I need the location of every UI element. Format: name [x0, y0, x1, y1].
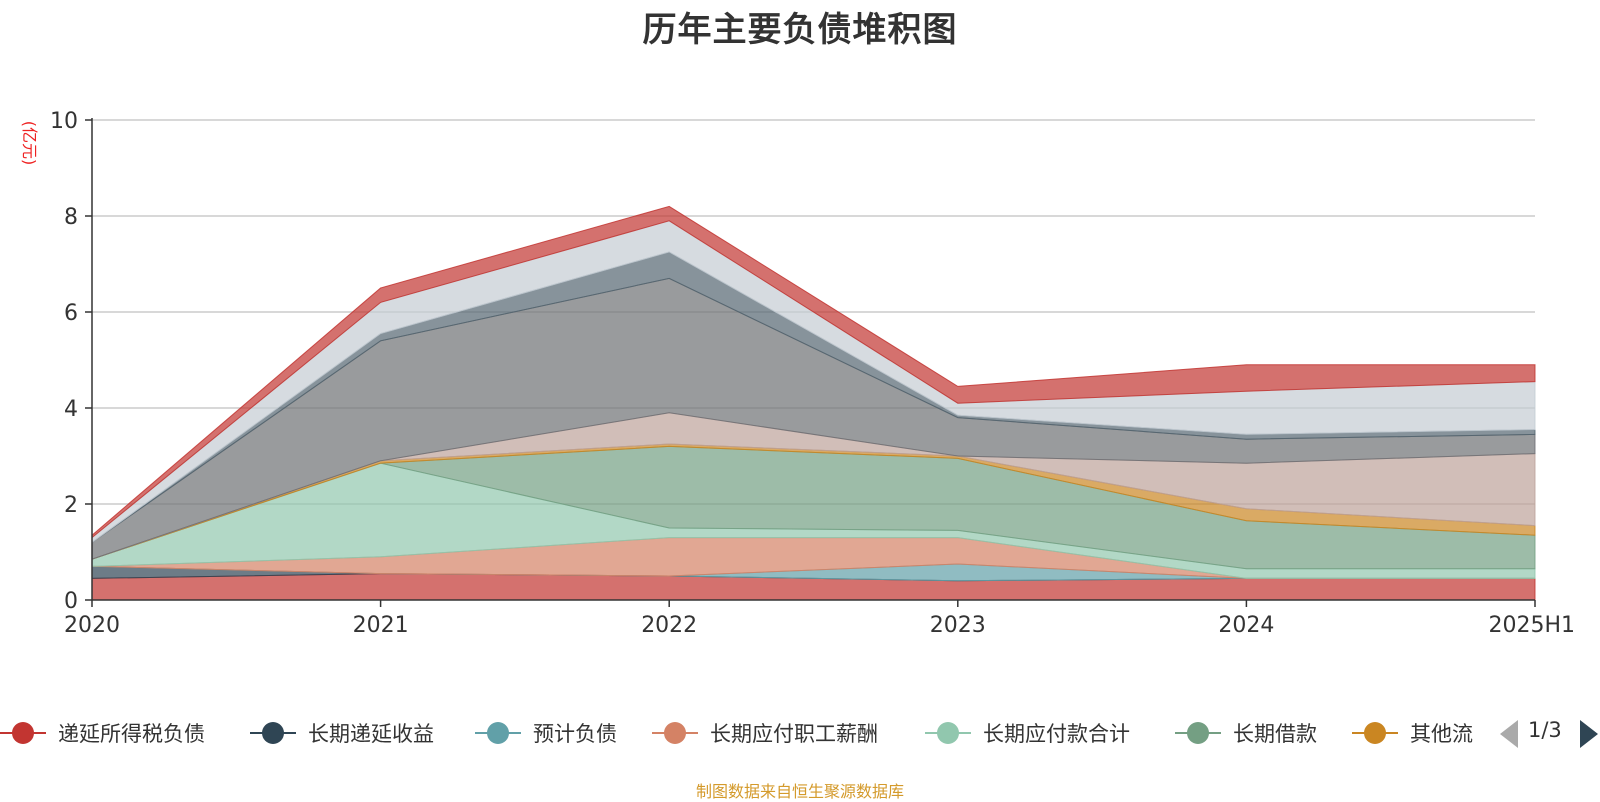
y-tick-label: 2 — [64, 493, 78, 518]
legend-item[interactable]: 其他流 — [1352, 716, 1473, 750]
x-tick-label: 2020 — [64, 613, 120, 638]
x-tick-label: 2023 — [930, 613, 986, 638]
legend-prev-page-icon[interactable] — [1500, 720, 1518, 748]
legend-item[interactable]: 递延所得税负债 — [0, 716, 205, 750]
y-tick-label: 8 — [64, 205, 78, 230]
y-tick-label: 4 — [64, 397, 78, 422]
legend: 递延所得税负债 长期递延收益 预计负债 长期应付职工薪酬 长期应付款合计 长期借款 其他流 — [0, 716, 1600, 750]
legend-item[interactable]: 长期应付职工薪酬 — [652, 716, 878, 750]
chart-title: 历年主要负债堆积图 — [642, 10, 958, 50]
area-series — [91, 205, 1536, 539]
axes: 0 2 4 6 8 10 2020 2021 2022 2023 2024 2025H1 — [50, 109, 1575, 638]
legend-marker-icon — [652, 716, 698, 750]
legend-label: 递延所得税负债 — [58, 722, 205, 746]
legend-label: 预计负债 — [533, 722, 617, 746]
legend-item[interactable]: 预计负债 — [475, 716, 617, 750]
legend-label: 长期借款 — [1233, 722, 1317, 746]
legend-marker-icon — [0, 716, 46, 750]
legend-label: 长期应付职工薪酬 — [710, 722, 878, 746]
y-tick-label: 0 — [64, 589, 78, 614]
legend-marker-icon — [250, 716, 296, 750]
x-tick-label: 2025H1 — [1488, 613, 1575, 638]
legend-marker-icon — [925, 716, 971, 750]
legend-item[interactable]: 长期借款 — [1175, 716, 1317, 750]
x-tick-label: 2024 — [1218, 613, 1274, 638]
data-source-note: 制图数据来自恒生聚源数据库 — [695, 782, 904, 801]
y-axis-unit-label: (亿元) — [20, 121, 39, 166]
x-tick-label: 2022 — [641, 613, 697, 638]
legend-label: 长期递延收益 — [308, 722, 434, 746]
y-tick-label: 6 — [64, 301, 78, 326]
legend-marker-icon — [1175, 716, 1221, 750]
area-series-layer — [91, 205, 1536, 601]
legend-label: 其他流 — [1410, 722, 1473, 746]
legend-page-indicator: 1/3 — [1528, 718, 1562, 742]
legend-item[interactable]: 长期递延收益 — [250, 716, 434, 750]
x-tick-label: 2021 — [353, 613, 409, 638]
y-tick-label: 10 — [50, 109, 78, 134]
legend-item[interactable]: 长期应付款合计 — [925, 716, 1130, 750]
legend-marker-icon — [475, 716, 521, 750]
legend-label: 长期应付款合计 — [983, 722, 1130, 746]
legend-marker-icon — [1352, 716, 1398, 750]
legend-next-page-icon[interactable] — [1580, 720, 1598, 748]
